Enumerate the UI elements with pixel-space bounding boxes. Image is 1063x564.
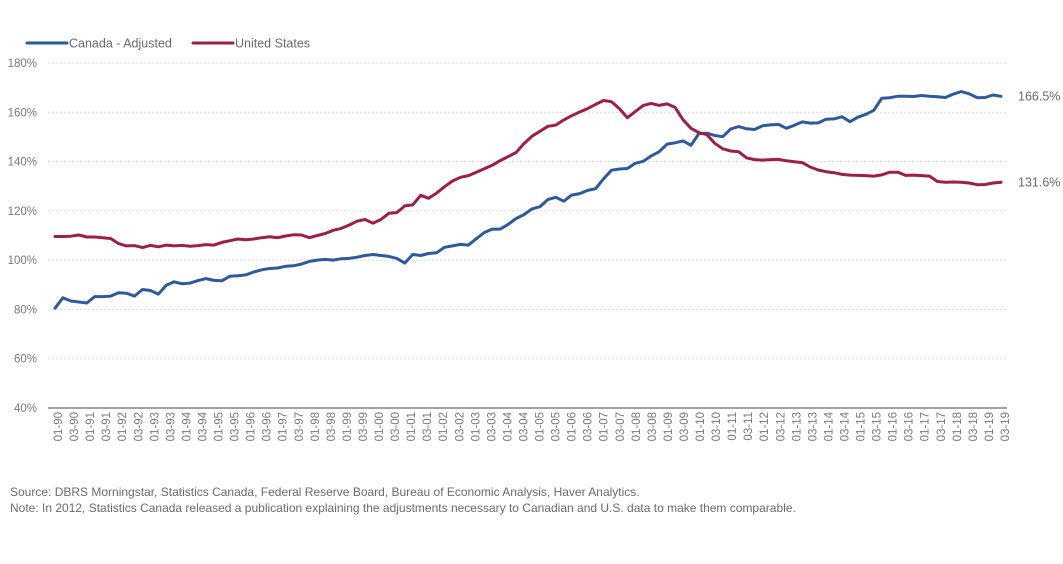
x-tick-label: 03-06	[583, 412, 595, 441]
x-tick-label: 03-02	[454, 412, 466, 441]
x-tick-label: 01-93	[149, 412, 161, 441]
source-note: Source: DBRS Morningstar, Statistics Can…	[10, 485, 640, 499]
x-tick-label: 01-95	[214, 412, 226, 441]
x-tick-label: 03-18	[968, 412, 980, 441]
x-tick-label: 03-98	[326, 412, 338, 441]
legend: Canada - Adjusted United States	[25, 37, 310, 51]
x-tick-label: 01-91	[85, 412, 97, 441]
end-value-label: 166.5%	[1018, 89, 1060, 103]
x-tick-label: 01-01	[406, 412, 418, 441]
x-tick-label: 03-09	[679, 412, 691, 441]
x-axis-ticks: 01-90 03-90 01-91 03-91 01-92 03-92 01-93 03-93…	[53, 411, 1012, 441]
x-tick-label: 01-17	[920, 412, 932, 441]
legend-label: United States	[235, 37, 310, 51]
x-tick-label: 01-10	[695, 412, 707, 441]
x-tick-label: 03-14	[840, 411, 852, 441]
y-tick-label: 160%	[8, 107, 37, 119]
x-tick-label: 01-94	[181, 411, 193, 441]
x-tick-label: 01-02	[438, 412, 450, 441]
x-tick-label: 03-03	[486, 412, 498, 441]
chart-notes: Source: DBRS Morningstar, Statistics Can…	[10, 484, 796, 516]
x-tick-label: 01-18	[952, 412, 964, 441]
y-axis-ticks: 40% 60% 80% 100% 120% 140% 160% 180%	[8, 58, 37, 415]
x-tick-label: 01-03	[470, 412, 482, 441]
x-tick-label: 03-11	[743, 412, 755, 441]
x-tick-label: 03-08	[647, 412, 659, 441]
x-tick-label: 01-19	[984, 412, 996, 441]
x-tick-label: 01-06	[567, 412, 579, 441]
x-tick-label: 01-98	[310, 412, 322, 441]
footnote: Note: In 2012, Statistics Canada release…	[10, 501, 796, 515]
y-tick-label: 140%	[8, 157, 37, 169]
x-tick-label: 03-07	[615, 412, 627, 441]
y-tick-label: 100%	[8, 255, 37, 267]
x-tick-label: 03-16	[904, 412, 916, 441]
y-tick-label: 180%	[8, 58, 37, 70]
x-tick-label: 01-92	[117, 412, 129, 441]
x-tick-label: 03-10	[711, 412, 723, 441]
x-tick-label: 01-04	[502, 411, 514, 441]
x-tick-label: 01-12	[759, 412, 771, 441]
x-tick-label: 03-19	[1000, 412, 1012, 441]
y-tick-label: 80%	[14, 304, 37, 316]
x-tick-label: 01-08	[631, 412, 643, 441]
x-tick-label: 01-09	[663, 412, 675, 441]
x-tick-label: 01-00	[374, 412, 386, 441]
x-tick-label: 03-99	[358, 412, 370, 441]
x-tick-label: 01-97	[278, 412, 290, 441]
x-tick-label: 03-05	[551, 412, 563, 441]
x-tick-label: 03-12	[775, 412, 787, 441]
x-tick-label: 01-15	[856, 412, 868, 441]
end-value-label: 131.6%	[1018, 175, 1060, 189]
x-tick-label: 01-96	[246, 412, 258, 441]
x-tick-label: 01-16	[888, 412, 900, 441]
legend-label: Canada - Adjusted	[69, 37, 172, 51]
x-tick-label: 01-07	[599, 412, 611, 441]
x-tick-label: 01-90	[53, 412, 65, 441]
x-tick-label: 03-97	[294, 412, 306, 441]
x-tick-label: 03-17	[936, 412, 948, 441]
y-tick-label: 60%	[14, 354, 37, 366]
x-tick-label: 03-90	[69, 412, 81, 441]
x-tick-label: 03-04	[519, 411, 531, 441]
x-tick-label: 03-01	[422, 412, 434, 441]
x-tick-label: 01-05	[535, 412, 547, 441]
y-tick-label: 120%	[8, 206, 37, 218]
x-tick-label: 03-95	[230, 412, 242, 441]
x-tick-label: 03-13	[807, 412, 819, 441]
y-tick-label: 40%	[14, 403, 37, 415]
x-tick-label: 01-99	[342, 412, 354, 441]
line-chart: 40% 60% 80% 100% 120% 140% 160% 180% 01-90 03-90…	[8, 37, 1061, 442]
x-tick-label: 03-15	[872, 412, 884, 441]
series-lines	[53, 90, 1003, 310]
x-tick-label: 03-96	[262, 412, 274, 441]
x-tick-label: 01-11	[727, 412, 739, 441]
x-tick-label: 03-94	[198, 411, 210, 441]
x-tick-label: 03-92	[133, 412, 145, 441]
canada-adjusted-line	[53, 90, 1003, 310]
x-tick-label: 03-00	[390, 412, 402, 441]
end-labels: 166.5% 131.6%	[1018, 89, 1060, 189]
x-tick-label: 01-14	[823, 411, 835, 441]
x-tick-label: 03-93	[165, 412, 177, 441]
x-tick-label: 03-91	[101, 412, 113, 441]
x-tick-label: 01-13	[791, 412, 803, 441]
united-states-line	[53, 99, 1003, 250]
